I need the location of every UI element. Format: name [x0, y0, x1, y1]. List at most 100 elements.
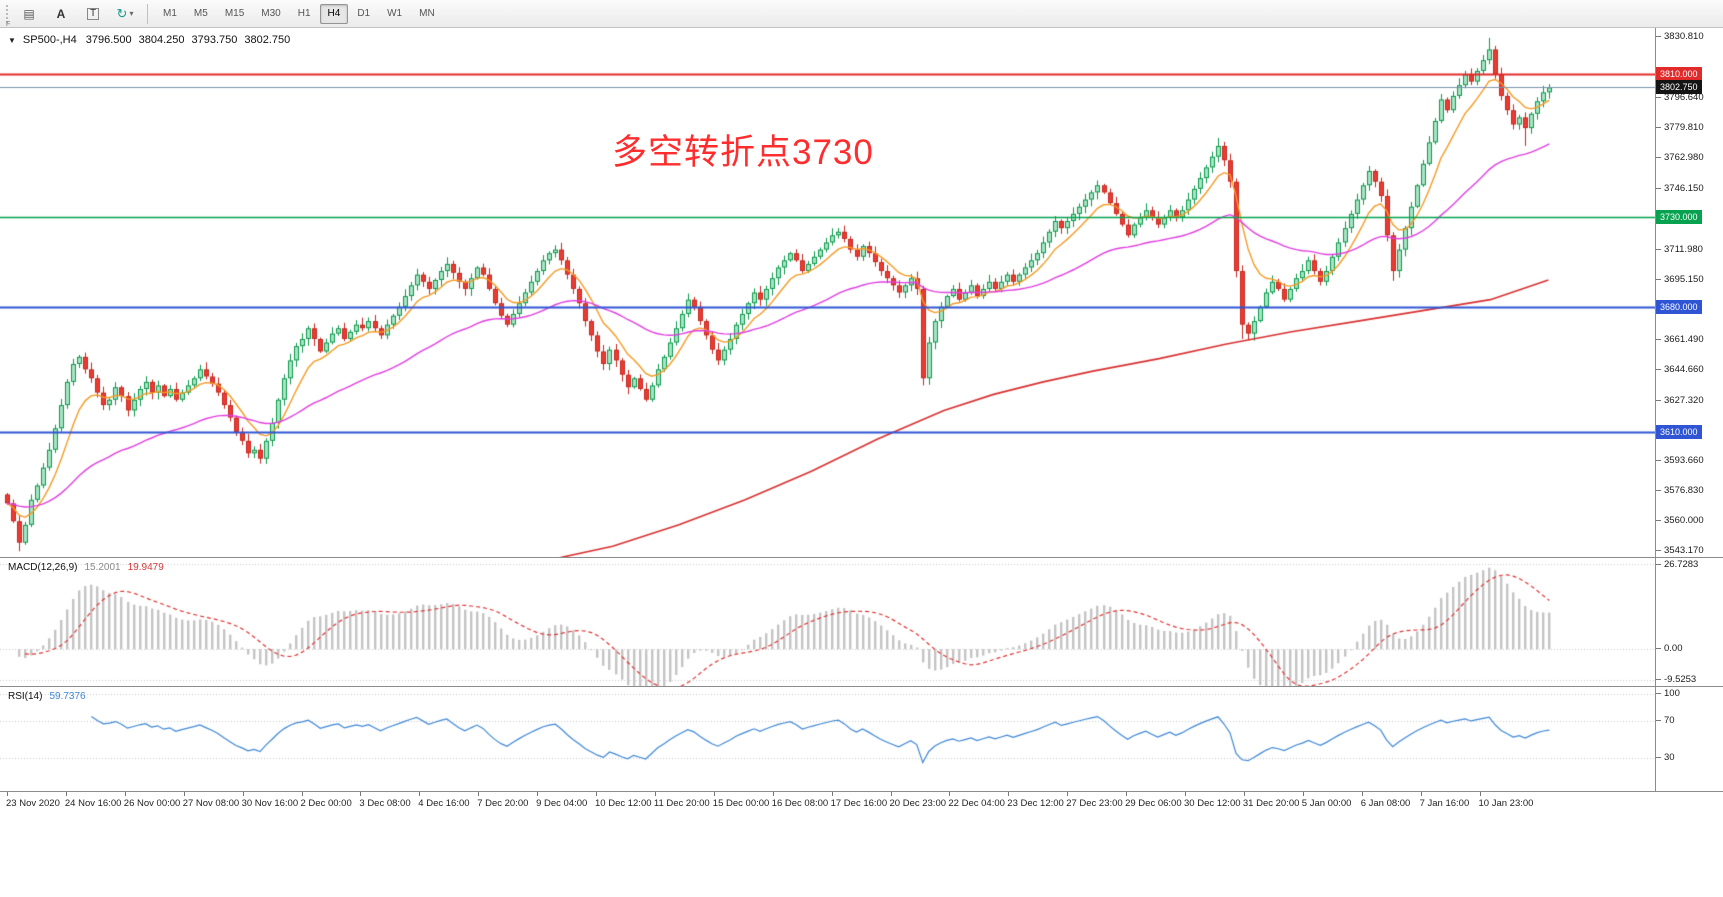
- chart-annotation-text[interactable]: 多空转折点3730: [612, 133, 874, 172]
- price-tick-label: 3661.490: [1656, 333, 1704, 345]
- rsi-tick-label: 100: [1656, 688, 1680, 700]
- time-axis-label: 2 Dec 00:00: [300, 792, 352, 809]
- rsi-tick-label: 30: [1656, 751, 1675, 763]
- toolbar-drag-handle[interactable]: [4, 4, 10, 23]
- price-marker-chip: 3730.000: [1656, 210, 1702, 225]
- rsi-canvas[interactable]: [0, 687, 1656, 791]
- price-chart-canvas[interactable]: [0, 28, 1656, 557]
- template-tool-icon: T: [86, 7, 100, 20]
- price-tick-label: 3762.980: [1656, 152, 1704, 164]
- price-tick-label: 3695.150: [1656, 273, 1704, 285]
- time-axis-label: 26 Nov 00:00: [123, 792, 181, 809]
- rsi-axis[interactable]: 100 70 30: [1655, 687, 1723, 791]
- ohlc-open-value: 3796.500: [85, 34, 132, 46]
- price-tick-label: 3711.980: [1656, 243, 1703, 255]
- timeframe-button-d1[interactable]: D1: [349, 4, 378, 24]
- time-axis-label: 7 Jan 16:00: [1419, 792, 1470, 809]
- macd-panel: MACD(12,26,9) 15.2001 19.9479 26.7283 0.0…: [0, 557, 1723, 686]
- timeframe-button-h4[interactable]: H4: [319, 3, 349, 24]
- chevron-down-icon: ▾: [129, 9, 134, 18]
- time-axis-label: 6 Jan 08:00: [1360, 792, 1411, 809]
- time-axis-label: 7 Dec 20:00: [477, 792, 529, 809]
- macd-tick-label: -9.5253: [1655, 673, 1697, 685]
- time-axis-label: 23 Dec 12:00: [1007, 792, 1064, 809]
- macd-tick-label: 26.7283: [1655, 559, 1699, 570]
- price-tick-label: 3593.660: [1656, 455, 1704, 467]
- rsi-title: RSI(14) 59.7376: [8, 691, 86, 702]
- time-axis-label: 30 Dec 12:00: [1184, 792, 1241, 809]
- price-tick-label: 3576.830: [1656, 485, 1704, 497]
- price-tick-label: 3796.640: [1656, 92, 1704, 104]
- time-axis-label: 27 Dec 23:00: [1066, 792, 1123, 809]
- time-axis-label: 23 Nov 2020: [6, 792, 60, 809]
- price-marker-chip: 3802.750: [1656, 80, 1702, 95]
- price-axis[interactable]: 3830.810 3796.640 3779.810 3762.980 3746.150…: [1655, 28, 1723, 557]
- rsi-tick-label: 70: [1656, 715, 1675, 727]
- bottom-filler: [0, 813, 1723, 897]
- ohlc-high-value: 3804.250: [138, 34, 185, 46]
- macd-title: MACD(12,26,9) 15.2001 19.9479: [8, 562, 164, 573]
- time-axis-label: 10 Jan 23:00: [1478, 792, 1534, 809]
- time-axis-label: 20 Dec 23:00: [889, 792, 947, 809]
- chart-marker-icon: ▼: [8, 35, 16, 45]
- timeframe-button-m5[interactable]: M5: [186, 4, 216, 24]
- timeframe-button-m15[interactable]: M15: [217, 4, 252, 24]
- ohlc-low-value: 3793.750: [191, 34, 238, 46]
- timeframe-button-m1[interactable]: M1: [155, 4, 185, 24]
- time-axis-label: 4 Dec 16:00: [418, 792, 470, 809]
- symbol-period-label: SP500-,H4: [22, 34, 77, 46]
- price-tick-label: 3746.150: [1656, 182, 1704, 194]
- price-marker-chip: 3810.000: [1656, 67, 1702, 82]
- macd-axis[interactable]: 26.7283 0.00 -9.5253: [1655, 558, 1723, 686]
- price-tick-label: 3627.320: [1656, 394, 1704, 406]
- price-tick-label: 3644.660: [1656, 363, 1704, 375]
- time-axis-label: 17 Dec 16:00: [830, 792, 888, 809]
- timeframe-button-mn[interactable]: MN: [411, 4, 443, 24]
- text-tool-icon: A: [56, 6, 66, 21]
- price-tick-label: 3543.170: [1656, 545, 1704, 557]
- time-axis-label: 27 Nov 08:00: [182, 792, 240, 809]
- chart-title: ▼ SP500-,H4 3796.500 3804.250 3793.750 3…: [8, 34, 290, 46]
- time-axis-label: 15 Dec 00:00: [712, 792, 770, 809]
- macd-tick-label: 0.00: [1656, 643, 1683, 655]
- time-axis-label: 5 Jan 00:00: [1301, 792, 1352, 809]
- price-tick-label: 3560.000: [1656, 515, 1704, 527]
- cycle-tool-button[interactable]: ↻ ▾: [110, 3, 140, 25]
- timeframe-button-m30[interactable]: M30: [253, 4, 288, 24]
- list-icon: ▤: [23, 6, 35, 21]
- ohlc-close-value: 3802.750: [244, 34, 291, 46]
- time-axis-label: 9 Dec 04:00: [536, 792, 588, 809]
- macd-canvas[interactable]: [0, 558, 1656, 686]
- toolbar: ▤ A T ↻ ▾ M1 M5 M15 M30 H1 H4 D1 W1 MN F: [0, 0, 1723, 28]
- time-axis-label: 3 Dec 08:00: [359, 792, 411, 809]
- time-axis-label: 16 Dec 08:00: [771, 792, 829, 809]
- time-axis-label: 24 Nov 16:00: [64, 792, 122, 809]
- chart-list-button[interactable]: ▤: [14, 3, 44, 25]
- time-axis[interactable]: 23 Nov 2020 24 Nov 16:00 26 Nov 00:00 27 No…: [0, 791, 1723, 813]
- time-axis-label: 30 Nov 16:00: [241, 792, 299, 809]
- price-marker-chip: 3610.000: [1656, 424, 1702, 439]
- time-axis-label: 10 Dec 12:00: [595, 792, 652, 809]
- macd-main-value: 15.2001: [84, 562, 121, 573]
- time-axis-label: 11 Dec 20:00: [653, 792, 710, 809]
- time-axis-label: 22 Dec 04:00: [948, 792, 1005, 809]
- timeframe-button-w1[interactable]: W1: [379, 4, 410, 24]
- cycle-arrows-icon: ↻: [116, 6, 128, 21]
- toolbar-f-label: F: [6, 21, 11, 28]
- timeframe-toolbar: M1 M5 M15 M30 H1 H4 D1 W1 MN: [155, 3, 443, 24]
- price-marker-chip: 3680.000: [1656, 299, 1702, 314]
- time-axis-label: 31 Dec 20:00: [1242, 792, 1300, 809]
- template-tool-button[interactable]: T: [78, 3, 108, 25]
- main-chart-panel: ▼ SP500-,H4 3796.500 3804.250 3793.750 3…: [0, 28, 1723, 557]
- macd-signal-value: 19.9479: [127, 562, 164, 573]
- time-axis-label: 29 Dec 06:00: [1125, 792, 1182, 809]
- macd-name-label: MACD(12,26,9): [8, 562, 78, 573]
- timeframe-button-h1[interactable]: H1: [290, 4, 319, 24]
- text-tool-button[interactable]: A: [46, 3, 76, 25]
- rsi-value: 59.7376: [49, 691, 86, 702]
- price-tick-label: 3830.810: [1656, 31, 1704, 43]
- rsi-panel: RSI(14) 59.7376 100 70 30: [0, 686, 1723, 791]
- price-tick-label: 3779.810: [1656, 122, 1704, 134]
- rsi-name-label: RSI(14): [8, 691, 43, 702]
